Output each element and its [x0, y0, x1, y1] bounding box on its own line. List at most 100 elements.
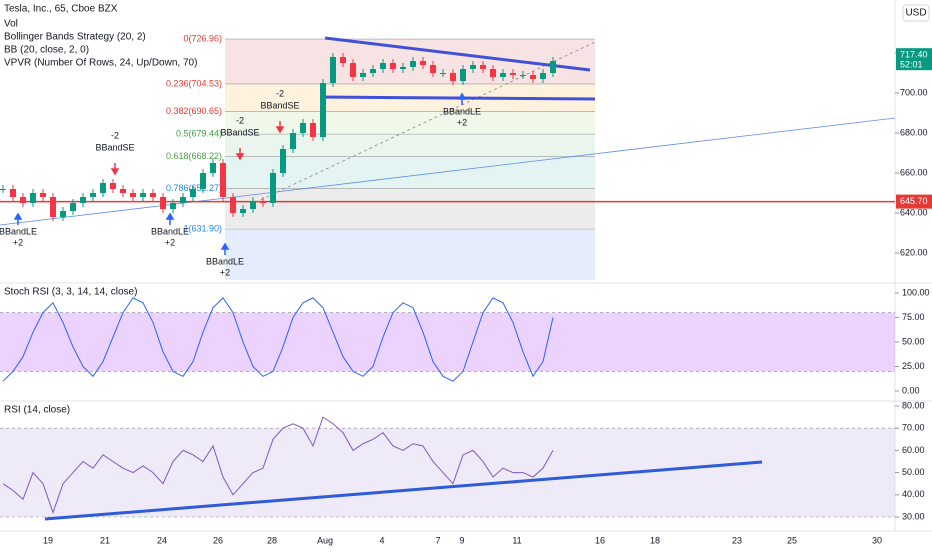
x-tick-label: 24: [157, 535, 167, 545]
candle: [350, 63, 356, 77]
x-tick-label: Aug: [317, 535, 333, 545]
fib-label: 0.618(668.22): [166, 151, 222, 161]
x-tick-label: 28: [267, 535, 277, 545]
y-tick-label: 25.00: [902, 361, 925, 371]
price-tag: [896, 194, 932, 209]
signal-qty: -2: [236, 115, 244, 125]
osc-line: [2, 416, 554, 515]
signal-name: BBandLE: [206, 256, 244, 266]
candle: [390, 63, 396, 69]
x-tick-label: 4: [379, 535, 384, 545]
candle: [230, 197, 236, 213]
candle: [370, 69, 376, 73]
candle: [110, 183, 116, 189]
candle: [170, 203, 176, 209]
candle: [190, 189, 196, 197]
x-tick-label: 7: [435, 535, 440, 545]
signal-arrow: [220, 242, 230, 255]
candle: [480, 65, 486, 69]
candle: [320, 83, 326, 137]
x-tick-label: 30: [872, 535, 882, 545]
signal-qty: +2: [165, 237, 175, 247]
x-tick-label: 19: [43, 535, 53, 545]
candle: [250, 201, 256, 209]
currency-button[interactable]: [902, 4, 930, 22]
candle: [290, 133, 296, 149]
candle: [180, 197, 186, 203]
candle: [200, 173, 206, 189]
signal-qty: -2: [111, 130, 119, 140]
x-tick-label: 9: [459, 535, 464, 545]
y-tick-label: 30.00: [902, 511, 925, 521]
currency: USD: [905, 8, 926, 19]
candle: [470, 65, 476, 69]
candle: [490, 69, 496, 77]
candle: [80, 197, 86, 203]
signal-name: BBandLE: [0, 226, 37, 236]
fib-zone: [225, 111, 595, 135]
candle: [330, 57, 336, 83]
last-price: 717.40: [900, 50, 928, 60]
candle: [300, 123, 306, 133]
y-tick-label: 620.00: [900, 247, 928, 257]
candle: [510, 73, 516, 75]
candle: [210, 163, 216, 173]
candle: [550, 61, 556, 73]
candle: [440, 73, 446, 74]
pane-title: RSI (14, close): [4, 405, 70, 416]
fib-zone: [225, 188, 595, 230]
candle: [10, 189, 16, 197]
y-tick-label: 660.00: [900, 167, 928, 177]
pane-title: Stoch RSI (3, 3, 14, 14, close): [4, 287, 137, 298]
y-tick-label: 80.00: [902, 400, 925, 410]
candle: [220, 163, 226, 197]
candle: [530, 75, 536, 79]
fib-label: 0.236(704.53): [166, 78, 222, 88]
candle: [520, 75, 526, 76]
y-tick-label: 60.00: [902, 445, 925, 455]
candle: [260, 201, 266, 203]
candle: [400, 67, 406, 69]
candle: [360, 73, 366, 77]
y-tick-label: 0.00: [902, 385, 920, 395]
channel-line: [324, 36, 591, 72]
osc-line: [2, 297, 554, 382]
rsi-trendline: [44, 460, 763, 521]
candle: [410, 61, 416, 67]
signal-arrow: [165, 212, 175, 225]
signal-qty: +2: [220, 267, 230, 277]
candle: [130, 193, 136, 197]
candle: [140, 193, 146, 197]
y-tick-label: 100.00: [902, 287, 930, 297]
candle: [100, 183, 106, 193]
signal-arrow: [110, 163, 120, 176]
signal-qty: +2: [457, 117, 467, 127]
channel-line: [319, 95, 596, 101]
fib-zone: [225, 134, 595, 157]
signal-arrow: [235, 148, 245, 161]
y-tick-label: 700.00: [900, 87, 928, 97]
y-tick-label: 680.00: [900, 127, 928, 137]
x-tick-label: 16: [595, 535, 605, 545]
y-tick-label: 50.00: [902, 336, 925, 346]
signal-name: BBandLE: [151, 226, 189, 236]
indicator: VPVR (Number Of Rows, 24, Up/Down, 70): [4, 58, 197, 69]
indicator: Bollinger Bands Strategy (20, 2): [4, 32, 146, 43]
candle: [310, 123, 316, 137]
signal-arrow: [275, 121, 285, 134]
candle: [420, 61, 426, 65]
candle: [150, 193, 156, 197]
x-tick-label: 18: [650, 535, 660, 545]
y-tick-label: 70.00: [902, 423, 925, 433]
fib-label: 1(631.90): [183, 224, 222, 234]
signal-name: BBandLE: [443, 106, 481, 116]
trendline: [0, 117, 896, 226]
candle: [450, 73, 456, 81]
candle: [20, 197, 26, 203]
osc-band: [0, 428, 895, 517]
price-tag-label: 645.70: [900, 196, 928, 206]
y-tick-label: 640.00: [900, 207, 928, 217]
y-tick-label: 75.00: [902, 312, 925, 322]
candle: [380, 63, 386, 69]
x-tick-label: 23: [732, 535, 742, 545]
